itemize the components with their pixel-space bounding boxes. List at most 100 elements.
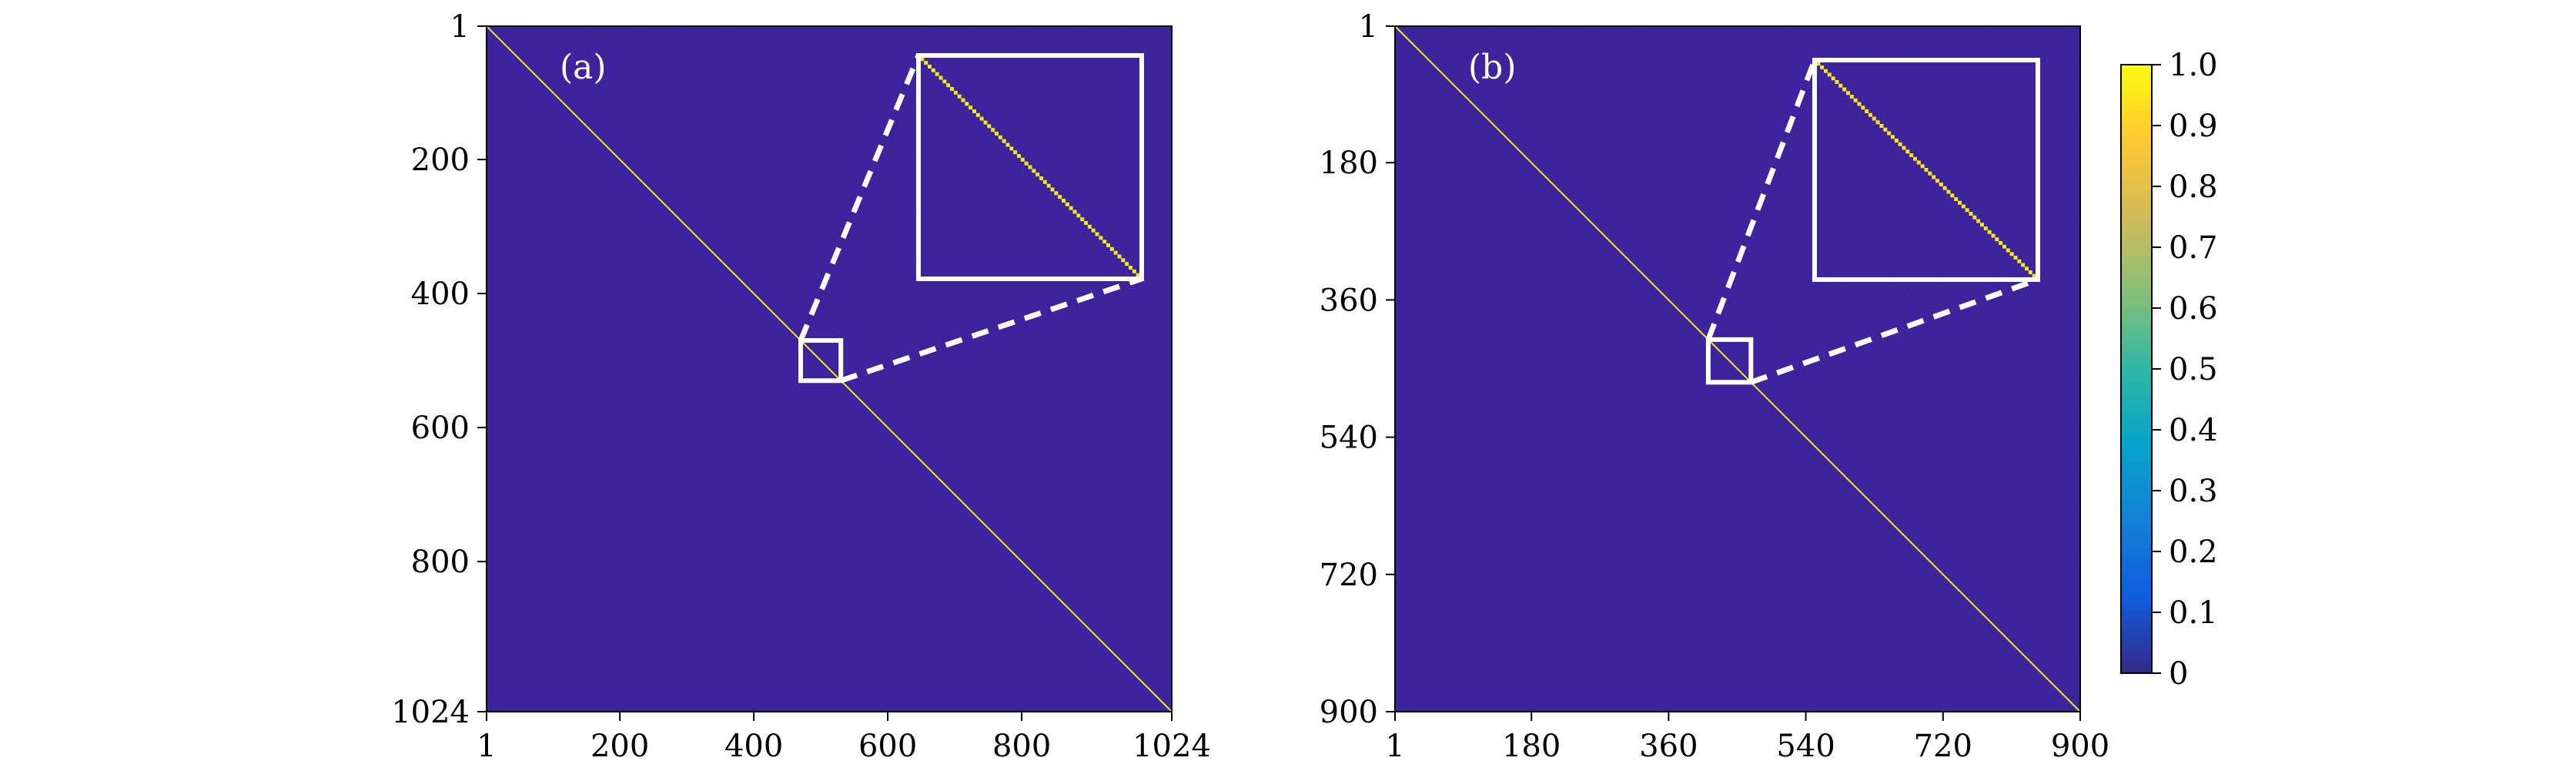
diagonal-line bbox=[486, 25, 1173, 712]
inset-diagonal-cell bbox=[1958, 200, 1962, 205]
inset-diagonal-cell bbox=[1102, 240, 1107, 244]
inset-diagonal-cell bbox=[1117, 254, 1122, 259]
inset-diagonal-cell bbox=[2028, 270, 2032, 274]
inset-diagonal-cell bbox=[965, 102, 969, 106]
texture-line bbox=[633, 25, 1173, 565]
inset-diagonal-cell bbox=[920, 57, 925, 62]
y-tick-label: 800 bbox=[411, 545, 470, 580]
colorbar-tick-label: 0.1 bbox=[2169, 595, 2218, 631]
panel-label: (a) bbox=[560, 48, 607, 87]
y-tick-label: 900 bbox=[1320, 695, 1378, 730]
inset-diagonal-cell bbox=[1084, 221, 1088, 225]
inset-frame bbox=[1812, 58, 2040, 282]
inset-diagonal-cell bbox=[1091, 228, 1096, 233]
inset-diagonal-cell bbox=[2032, 273, 2036, 278]
inset-diagonal-cell bbox=[1891, 135, 1895, 139]
inset-diagonal-cell bbox=[1846, 91, 1850, 96]
inset-diagonal-cell bbox=[1909, 153, 1914, 157]
inset-diagonal-cell bbox=[961, 98, 965, 102]
inset-diagonal-cell bbox=[1017, 154, 1021, 158]
inset-diagonal-cell bbox=[1072, 209, 1077, 214]
inset-diagonal-cell bbox=[1095, 232, 1099, 236]
inset-diagonal-cell bbox=[1005, 142, 1010, 147]
inset-diagonal-cell bbox=[1932, 175, 1936, 179]
texture-line bbox=[1541, 25, 2081, 565]
inset-diagonal-cell bbox=[1132, 269, 1136, 273]
inset-diagonal-cell bbox=[1987, 230, 1992, 234]
inset-diagonal-cell bbox=[1865, 109, 1869, 113]
inset-diagonal-cell bbox=[1125, 262, 1129, 266]
inset-diagonal-cell bbox=[1857, 102, 1862, 106]
inset-diagonal-cell bbox=[1032, 169, 1036, 173]
y-tick-label: 200 bbox=[411, 142, 470, 178]
x-tick-label: 360 bbox=[1639, 729, 1698, 764]
inset-diagonal-cell bbox=[1062, 199, 1066, 203]
y-tick-label: 180 bbox=[1320, 146, 1378, 181]
inset-diagonal-cell bbox=[998, 135, 1002, 139]
colorbar-tick-label: 0.5 bbox=[2169, 352, 2218, 387]
inset-diagonal-cell bbox=[928, 65, 932, 69]
inset-diagonal-cell bbox=[972, 109, 976, 113]
inset-diagonal-cell bbox=[1046, 183, 1051, 188]
x-tick-label: 720 bbox=[1914, 729, 1972, 764]
inset-diagonal-cell bbox=[975, 112, 980, 117]
inset-diagonal-cell bbox=[1950, 193, 1955, 198]
x-tick-label: 1 bbox=[477, 729, 496, 764]
inset-diagonal-cell bbox=[2009, 252, 2014, 256]
inset-diagonal-cell bbox=[935, 72, 939, 76]
inset-diagonal-cell bbox=[1099, 236, 1103, 240]
inset-diagonal-cell bbox=[1942, 186, 1947, 190]
texture-line bbox=[2031, 25, 2081, 75]
inset-diagonal-cell bbox=[1905, 149, 1910, 154]
panel-label: (b) bbox=[1468, 48, 1517, 87]
inset-diagonal-cell bbox=[2017, 259, 2022, 263]
inset-diagonal-cell bbox=[950, 87, 954, 91]
inset-diagonal-cell bbox=[2002, 244, 2006, 249]
inset-diagonal-cell bbox=[1969, 212, 1973, 216]
y-tick-label: 1024 bbox=[391, 695, 470, 730]
colorbar-tick-label: 0.6 bbox=[2169, 291, 2218, 327]
inset-diagonal-cell bbox=[2021, 263, 2026, 267]
colorbar: 0 0.1 0.2 0.3 0.4 0.5 0.6 0.7 0.8 0.9 1.0 bbox=[2120, 48, 2218, 692]
y-tick-label: 540 bbox=[1320, 421, 1378, 456]
zoom-connector-upper bbox=[1705, 59, 1818, 341]
inset-diagonal-cell bbox=[942, 79, 947, 84]
inset-diagonal-cell bbox=[987, 124, 992, 129]
inset-diagonal-cell bbox=[979, 116, 984, 121]
inset-diagonal-cell bbox=[1883, 127, 1888, 132]
inset-diagonal-cell bbox=[1849, 95, 1854, 99]
colorbar-tick-label: 0.8 bbox=[2169, 169, 2218, 205]
inset-diagonal-cell bbox=[1002, 139, 1006, 143]
texture-line bbox=[584, 25, 1173, 615]
zoom-connector-lower bbox=[1750, 277, 2039, 385]
inset-diagonal-cell bbox=[1920, 164, 1925, 169]
colorbar-tick-label: 0.7 bbox=[2169, 230, 2218, 266]
inset-diagonal-cell bbox=[1109, 246, 1114, 251]
inset-diagonal-cell bbox=[1995, 237, 1999, 242]
x-tick-label: 180 bbox=[1502, 729, 1561, 764]
inset-diagonal-cell bbox=[1054, 191, 1059, 196]
diagonal-line bbox=[1394, 25, 2081, 712]
inset-diagonal-cell bbox=[1831, 76, 1835, 81]
inset-diagonal-cell bbox=[1868, 112, 1872, 117]
inset-diagonal-cell bbox=[1106, 243, 1110, 247]
x-tick-label: 1024 bbox=[1132, 729, 1211, 764]
inset-diagonal-cell bbox=[1916, 160, 1921, 165]
inset-diagonal-cell bbox=[1980, 223, 1984, 227]
inset-diagonal-cell bbox=[1080, 217, 1085, 222]
inset-diagonal-cell bbox=[1898, 142, 1902, 146]
inset-diagonal-cell bbox=[1035, 173, 1040, 177]
zoom-region-box bbox=[798, 338, 844, 384]
axes-frame bbox=[486, 25, 1173, 712]
inset-diagonal-cell bbox=[924, 61, 928, 65]
inset-diagonal-cell bbox=[1065, 202, 1069, 206]
y-tick-label: 1 bbox=[1359, 9, 1378, 45]
texture-line bbox=[1492, 25, 2081, 615]
inset-diagonal-cell bbox=[1013, 150, 1018, 155]
inset-diagonal-cell bbox=[1991, 233, 1996, 238]
x-tick-label: 600 bbox=[858, 729, 917, 764]
inset-diagonal-cell bbox=[1009, 146, 1014, 151]
colorbar-tick-label: 0 bbox=[2169, 656, 2188, 692]
inset-diagonal-cell bbox=[2025, 266, 2029, 271]
